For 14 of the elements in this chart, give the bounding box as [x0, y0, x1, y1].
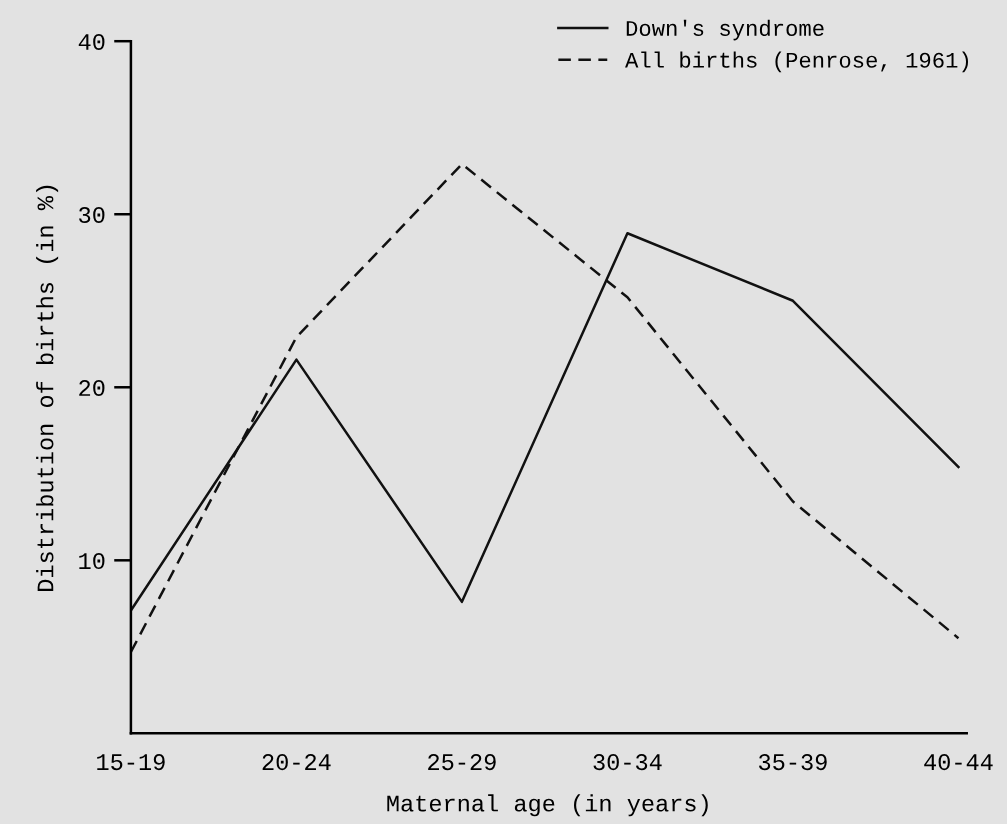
legend-label: Down's syndrome — [626, 19, 824, 41]
x-tick-label: 40-44 — [924, 754, 993, 771]
y-tick-label: 40 — [78, 33, 105, 50]
y-tick-label: 10 — [79, 553, 105, 570]
y-tick-label: 30 — [79, 207, 105, 224]
x-tick-label: 15-19 — [97, 754, 165, 771]
y-axis-title: Distribution of births (in %) — [36, 185, 59, 591]
legend-label: All births (Penrose, 1961) — [625, 51, 969, 73]
x-tick-label: 20-24 — [262, 754, 331, 771]
y-tick-label: 20 — [79, 380, 105, 397]
x-tick-label: 35-39 — [758, 754, 827, 771]
x-axis-title: Maternal age (in years) — [387, 794, 708, 817]
x-tick-label: 30-34 — [593, 754, 662, 771]
x-tick-label: 25-29 — [428, 754, 496, 771]
